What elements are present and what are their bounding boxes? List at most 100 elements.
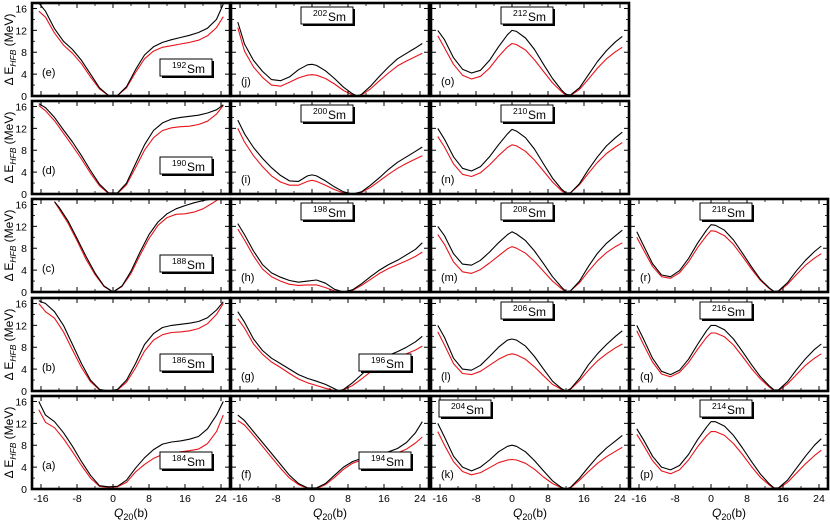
nucleus-element: Sm [727, 305, 745, 319]
y-tick-label: 0 [21, 287, 27, 299]
curve-black [38, 401, 224, 488]
curve-black [237, 21, 423, 96]
nucleus-label-box [500, 301, 554, 320]
nucleus-element: Sm [466, 403, 484, 417]
panel-letter: (g) [241, 371, 254, 383]
y-tick-label: 4 [21, 265, 27, 277]
nucleus-element: Sm [187, 455, 205, 469]
y-tick-label: 16 [15, 101, 27, 113]
nucleus-mass: 206 [513, 303, 527, 313]
panel-letter: (b) [42, 362, 55, 374]
nucleus-label-box [159, 353, 213, 372]
panel-h: (h) 198 Sm [229, 197, 431, 294]
nucleus-mass: 212 [513, 8, 527, 18]
nucleus-element: Sm [328, 108, 346, 122]
nucleus-mass: 210 [513, 106, 527, 116]
curve-black [237, 414, 423, 489]
curve-red [54, 199, 220, 292]
panel-letter: (h) [241, 272, 254, 284]
nucleus-label-box [159, 156, 213, 175]
x-tick-label: 24 [215, 493, 227, 505]
y-axis-title: Δ EHFB (MeV) [2, 407, 18, 479]
nucleus-mass: 200 [313, 106, 327, 116]
x-tick-label: 24 [414, 493, 426, 505]
curve-red [636, 230, 822, 292]
y-tick-label: 12 [15, 418, 27, 430]
curve-black [437, 29, 623, 96]
panel-p: -16 -8 0 8 16 24 Q20(b) (p) 214 Sm [628, 394, 830, 522]
panel-l: (l) 206 Sm [429, 296, 631, 393]
panel-letter: (p) [640, 469, 653, 481]
curve-black [437, 226, 623, 292]
nucleus-element: Sm [528, 108, 546, 122]
x-tick-label: 0 [708, 493, 714, 505]
panel-b: 0 4 8 12 16Δ EHFB (MeV) (b) 186 Sm [2, 296, 232, 398]
panel-letter: (e) [42, 67, 55, 79]
nucleus-label-box [699, 202, 753, 221]
panel-j: (j) 202 Sm [229, 1, 431, 98]
nucleus-label-box [500, 202, 554, 221]
panel-letter: (n) [441, 174, 454, 186]
nucleus-mass: 198 [313, 204, 327, 214]
panel-i: (i) 200 Sm [229, 99, 431, 196]
curve-red [437, 234, 623, 292]
y-tick-label: 0 [21, 484, 27, 496]
nucleus-element: Sm [187, 258, 205, 272]
nucleus-mass: 218 [712, 204, 726, 214]
y-tick-label: 8 [21, 47, 27, 59]
x-tick-label: -8 [670, 493, 679, 505]
nucleus-element: Sm [727, 403, 745, 417]
curve-red [38, 10, 224, 96]
nucleus-label-box [300, 202, 354, 221]
curve-red [437, 331, 623, 391]
y-tick-label: 0 [21, 91, 27, 103]
nucleus-element: Sm [528, 206, 546, 220]
curve-black [38, 3, 224, 96]
x-tick-label: 0 [509, 493, 515, 505]
nucleus-mass: 184 [172, 453, 186, 463]
y-tick-label: 8 [21, 243, 27, 255]
nucleus-mass: 194 [371, 453, 385, 463]
nucleus-mass: 214 [712, 401, 726, 411]
nucleus-label-box [300, 104, 354, 123]
nucleus-element: Sm [386, 357, 404, 371]
x-tick-label: -8 [72, 493, 81, 505]
x-tick-label: -16 [631, 493, 646, 505]
x-tick-label: 16 [179, 493, 191, 505]
panel-letter: (q) [640, 371, 653, 383]
x-tick-label: -8 [271, 493, 280, 505]
x-tick-label: -8 [471, 493, 480, 505]
nucleus-label-box [159, 58, 213, 77]
panel-e: 0 4 8 12 16Δ EHFB (MeV) (e) 192 Sm [2, 1, 232, 103]
y-tick-label: 16 [15, 396, 27, 408]
y-axis-title: Δ EHFB (MeV) [2, 112, 18, 184]
curve-red [38, 303, 224, 391]
curve-black [636, 224, 822, 292]
nucleus-element: Sm [328, 10, 346, 24]
curve-black [237, 311, 423, 391]
x-tick-label: 8 [146, 493, 152, 505]
nucleus-label-box [438, 399, 492, 418]
panel-d: 0 4 8 12 16Δ EHFB (MeV) (d) 190 Sm [2, 99, 232, 201]
panel-letter: (r) [640, 272, 651, 284]
x-axis-title: Q20(b) [114, 506, 148, 522]
x-axis-title: Q20(b) [313, 506, 347, 522]
nucleus-mass: 188 [172, 256, 186, 266]
y-tick-label: 16 [15, 199, 27, 211]
x-tick-label: 8 [545, 493, 551, 505]
x-tick-label: -16 [432, 493, 447, 505]
curve-black [237, 119, 423, 194]
panel-m: (m) 208 Sm [429, 197, 631, 294]
nucleus-element: Sm [187, 357, 205, 371]
panel-n: (n) 210 Sm [429, 99, 631, 196]
nucleus-element: Sm [528, 305, 546, 319]
panel-letter: (a) [42, 460, 55, 472]
curve-black [437, 423, 623, 489]
nucleus-element: Sm [727, 206, 745, 220]
nucleus-mass: 196 [371, 355, 385, 365]
panel-o: (o) 212 Sm [429, 1, 631, 98]
nucleus-mass: 190 [172, 158, 186, 168]
x-tick-label: 8 [744, 493, 750, 505]
panel-g: (g) 196 Sm [229, 296, 431, 393]
x-tick-label: 16 [578, 493, 590, 505]
